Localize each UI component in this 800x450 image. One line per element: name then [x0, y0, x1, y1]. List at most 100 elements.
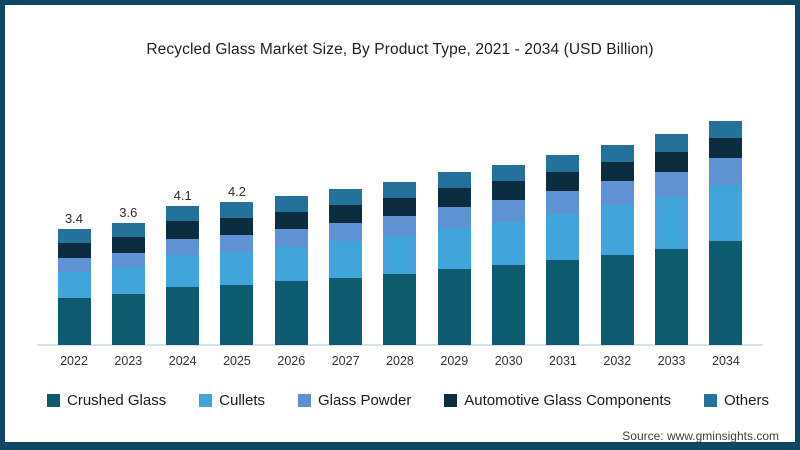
- x-axis-tick-label: 2034: [712, 354, 740, 368]
- bar-segment-cullets: [546, 213, 580, 260]
- bar-stack: [492, 164, 526, 345]
- x-axis-tick-label: 2030: [494, 354, 523, 368]
- bar-segment-glass-powder: [383, 215, 417, 236]
- x-axis-tick-label: 2027: [331, 354, 360, 368]
- legend-swatch-icon: [703, 394, 717, 407]
- bar-segment-crushed-glass: [600, 254, 634, 345]
- bar-segment-glass-powder: [111, 252, 145, 268]
- bar-column-2030: [482, 147, 536, 345]
- bar-segment-others: [111, 222, 145, 237]
- legend-label: Glass Powder: [317, 392, 412, 409]
- bar-segment-cullets: [329, 241, 363, 278]
- bar-segment-automotive-glass-components: [383, 197, 417, 216]
- bar-stack: [220, 202, 254, 345]
- bar-stack: [383, 181, 417, 345]
- bar-segment-glass-powder: [220, 235, 254, 253]
- bar-segment-crushed-glass: [437, 268, 471, 345]
- bar-segment-cullets: [57, 272, 91, 298]
- legend-swatch-icon: [199, 394, 213, 407]
- bar-segment-automotive-glass-components: [492, 181, 526, 201]
- bar-column-2034: [699, 103, 753, 345]
- bar-segment-others: [546, 154, 580, 172]
- bar-column-2033: [645, 116, 699, 345]
- bar-stack: [437, 171, 471, 345]
- bar-segment-crushed-glass: [383, 273, 417, 345]
- x-axis-tick-label: 2025: [223, 354, 251, 368]
- bar-column-2022: 3.4: [47, 211, 101, 345]
- bar-value-label: 4.2: [227, 184, 247, 200]
- bar-segment-crushed-glass: [655, 248, 689, 345]
- x-axis-tick-label: 2022: [60, 354, 88, 368]
- bar-segment-others: [383, 181, 417, 198]
- bar-column-2024: 4.1: [156, 188, 210, 345]
- bar-segment-crushed-glass: [57, 297, 91, 345]
- bar-segment-others: [655, 134, 689, 152]
- x-axis-tick-label: 2026: [277, 354, 306, 368]
- bar-segment-automotive-glass-components: [166, 221, 200, 239]
- bar-value-label: 3.4: [64, 211, 84, 227]
- bar-segment-cullets: [220, 252, 254, 285]
- bar-segment-automotive-glass-components: [274, 211, 308, 229]
- bar-value-label: 4.1: [173, 187, 192, 203]
- bar-stack: [57, 229, 91, 345]
- x-axis-tick-label: 2031: [549, 354, 577, 368]
- bar-segment-crushed-glass: [546, 259, 580, 345]
- bar-segment-automotive-glass-components: [437, 188, 471, 207]
- bar-segment-glass-powder: [437, 206, 471, 228]
- bar-segment-cullets: [166, 255, 200, 287]
- x-axis-tick-label: 2029: [440, 354, 469, 368]
- bar-segment-crushed-glass: [166, 286, 200, 345]
- source-text: Source: www.gminsights.com: [622, 429, 779, 443]
- legend-label: Others: [723, 392, 769, 409]
- bar-segment-others: [166, 205, 200, 222]
- bar-segment-automotive-glass-components: [600, 161, 634, 182]
- legend: Crushed Glass Cullets Glass Powder Automoti…: [47, 392, 769, 409]
- bar-segment-others: [274, 195, 308, 212]
- bar-segment-glass-powder: [600, 181, 634, 206]
- bar-segment-cullets: [655, 196, 689, 249]
- bar-column-2032: [590, 127, 644, 345]
- bar-segment-automotive-glass-components: [709, 137, 743, 159]
- bar-column-2027: [319, 171, 373, 345]
- bar-segment-automotive-glass-components: [57, 243, 91, 259]
- legend-item-crushed-glass: Crushed Glass: [47, 392, 166, 409]
- bar-segment-cullets: [709, 185, 743, 242]
- bar-segment-automotive-glass-components: [329, 204, 363, 223]
- bar-stack: [655, 134, 689, 345]
- bar-segment-glass-powder: [274, 228, 308, 247]
- bar-segment-crushed-glass: [492, 265, 526, 345]
- bar-segment-automotive-glass-components: [655, 151, 689, 172]
- bar-stack: [329, 188, 363, 345]
- bar-stack: [600, 144, 634, 345]
- bar-column-2025: 4.2: [210, 184, 264, 345]
- bar-segment-others: [437, 171, 471, 189]
- bar-segment-crushed-glass: [274, 281, 308, 345]
- x-axis-tick-label: 2032: [603, 354, 632, 368]
- bar-segment-glass-powder: [655, 171, 689, 197]
- bar-segment-automotive-glass-components: [546, 171, 580, 191]
- chart-title: Recycled Glass Market Size, By Product T…: [146, 41, 654, 58]
- legend-item-others: Others: [703, 392, 769, 409]
- bar-stack: [274, 195, 308, 345]
- bar-segment-others: [329, 188, 363, 205]
- bars-container: 3.4 3.6 4.1 4.2: [41, 105, 759, 345]
- legend-item-automotive-glass-components: Automotive Glass Components: [444, 392, 671, 409]
- bar-column-2029: [427, 154, 481, 345]
- bar-column-2026: [264, 178, 318, 345]
- bar-segment-glass-powder: [166, 238, 200, 256]
- legend-item-cullets: Cullets: [199, 392, 265, 409]
- bar-segment-others: [709, 120, 743, 138]
- bar-segment-cullets: [274, 246, 308, 282]
- x-axis-tick-label: 2023: [114, 354, 143, 368]
- bar-stack: [166, 205, 200, 345]
- bar-segment-glass-powder: [329, 222, 363, 242]
- bar-column-2028: [373, 164, 427, 345]
- bar-segment-glass-powder: [492, 200, 526, 222]
- bar-segment-others: [600, 144, 634, 162]
- x-axis-tick-label: 2033: [657, 354, 686, 368]
- bar-segment-others: [57, 229, 91, 244]
- bar-segment-crushed-glass: [709, 241, 743, 345]
- legend-label: Automotive Glass Components: [464, 392, 672, 409]
- legend-item-glass-powder: Glass Powder: [297, 392, 412, 409]
